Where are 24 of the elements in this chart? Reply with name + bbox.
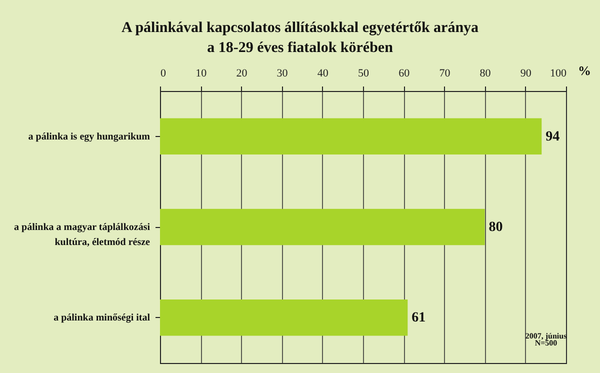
- bar: [160, 300, 408, 336]
- x-tick-label: 80: [480, 68, 492, 80]
- x-tick-label: 0: [160, 68, 166, 80]
- x-tick-label: 100: [550, 68, 567, 80]
- x-tick-label: 20: [236, 68, 248, 80]
- x-tick-label: 50: [358, 68, 370, 80]
- bar: [160, 208, 485, 246]
- x-tick-label: 30: [276, 68, 288, 80]
- bar: [160, 118, 542, 154]
- y-tick-label: a pálinka is egy hungarikum: [28, 131, 151, 142]
- y-tick-label: a pálinka minőségi ital: [54, 312, 150, 324]
- text: A pálinkával kapcsolatos állításokkal egyetértők aránya: [121, 20, 479, 36]
- data-label: 80: [488, 220, 503, 235]
- data-label: 61: [412, 310, 426, 326]
- annotation: N=500: [534, 338, 558, 348]
- x-tick-label: 10: [196, 68, 208, 80]
- text: a 18-29 éves fiatalok körében: [207, 40, 393, 56]
- x-tick-label: 90: [520, 68, 532, 80]
- data-label: 94: [546, 129, 560, 144]
- y-tick-label: a pálinka a magyar táplálkozási kultúra, életmód része: [14, 222, 151, 248]
- x-tick-label: 70: [439, 68, 451, 80]
- x-tick-label: 60: [398, 68, 410, 80]
- x-tick-label: 40: [317, 68, 329, 80]
- x-axis-title: %: [578, 63, 591, 78]
